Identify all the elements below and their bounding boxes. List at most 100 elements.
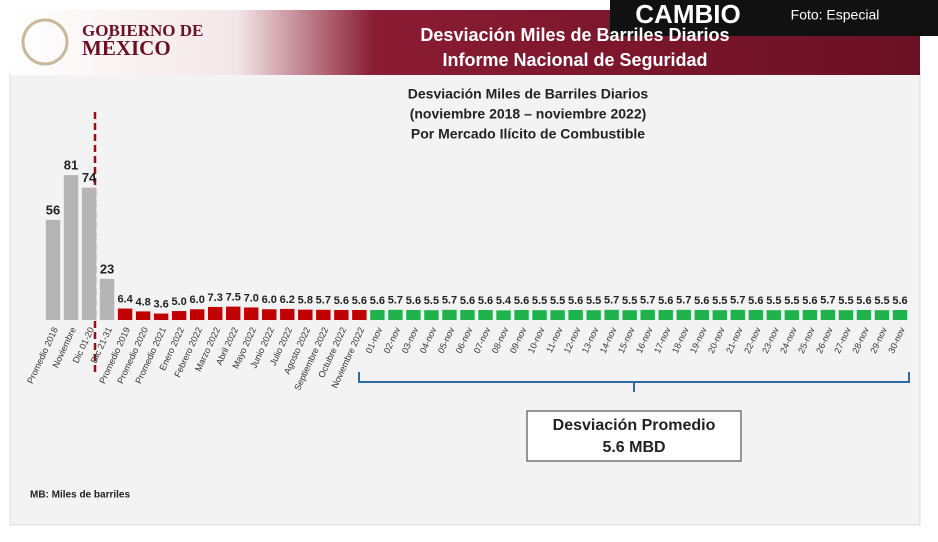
value-label: 5.7 bbox=[820, 295, 835, 307]
value-label: 5.5 bbox=[712, 295, 727, 307]
bar bbox=[424, 310, 439, 320]
bar bbox=[352, 309, 367, 320]
bar bbox=[189, 309, 205, 320]
value-label: 5.6 bbox=[460, 295, 475, 307]
value-label: 5.6 bbox=[352, 295, 367, 307]
bar bbox=[63, 175, 79, 320]
value-label: 5.0 bbox=[172, 296, 187, 308]
value-label: 7.5 bbox=[226, 291, 241, 303]
bar bbox=[135, 311, 151, 320]
logo-emblem bbox=[21, 18, 69, 66]
bar bbox=[568, 309, 583, 320]
footnote: MB: Miles de barriles bbox=[30, 490, 130, 501]
bar bbox=[388, 309, 403, 320]
bar bbox=[892, 309, 908, 320]
logo-text: MÉXICO bbox=[82, 36, 171, 60]
bar bbox=[766, 310, 782, 320]
bar bbox=[171, 311, 187, 320]
annotation-box bbox=[526, 410, 742, 462]
chart-title: Por Mercado Ilícito de Combustible bbox=[411, 126, 645, 142]
value-label: 5.7 bbox=[604, 295, 619, 307]
header-title: Desviación Miles de Barriles Diarios bbox=[420, 25, 729, 45]
annotation: Desviación Promedio bbox=[553, 417, 716, 434]
bar bbox=[334, 309, 349, 320]
bar bbox=[694, 309, 709, 320]
chart-title: Desviación Miles de Barriles Diarios bbox=[408, 86, 649, 102]
value-label: 23 bbox=[100, 261, 114, 276]
value-label: 6.0 bbox=[190, 294, 205, 306]
bar bbox=[712, 310, 727, 320]
value-label: 5.5 bbox=[622, 295, 637, 307]
value-label: 7.3 bbox=[208, 292, 223, 304]
value-label: 5.7 bbox=[676, 295, 691, 307]
bar bbox=[604, 309, 619, 320]
value-label: 5.7 bbox=[442, 295, 457, 307]
bar bbox=[45, 219, 61, 320]
value-label: 5.5 bbox=[550, 295, 565, 307]
value-label: 5.6 bbox=[568, 295, 583, 307]
value-label: 5.5 bbox=[424, 295, 439, 307]
bar bbox=[478, 309, 493, 320]
bar bbox=[298, 309, 313, 320]
value-label: 74 bbox=[82, 170, 97, 185]
watermark-band bbox=[610, 0, 938, 36]
value-label: 5.6 bbox=[514, 295, 529, 307]
slide-body bbox=[9, 69, 921, 526]
logo-text: GOBIERNO DE bbox=[82, 21, 203, 40]
bar bbox=[514, 309, 529, 320]
value-label: 81 bbox=[64, 158, 78, 173]
watermark-credit: Foto: Especial bbox=[791, 7, 880, 23]
annotation: 5.6 MBD bbox=[602, 439, 665, 456]
bar bbox=[262, 309, 277, 320]
value-label: 5.7 bbox=[316, 295, 331, 307]
bar bbox=[207, 306, 223, 320]
value-label: 5.5 bbox=[838, 295, 853, 307]
value-label: 5.5 bbox=[784, 295, 799, 307]
bar bbox=[117, 308, 133, 320]
bar bbox=[226, 306, 241, 320]
value-label: 5.5 bbox=[874, 295, 889, 307]
value-label: 5.8 bbox=[298, 295, 313, 307]
bar bbox=[748, 309, 764, 320]
value-label: 5.7 bbox=[730, 295, 745, 307]
value-label: 5.6 bbox=[748, 295, 763, 307]
bar bbox=[460, 309, 475, 320]
value-label: 5.6 bbox=[802, 295, 817, 307]
value-label: 5.5 bbox=[586, 295, 601, 307]
watermark-brand: CAMBIO bbox=[635, 0, 740, 29]
value-label: 5.6 bbox=[478, 295, 493, 307]
bar bbox=[658, 309, 673, 320]
bar bbox=[153, 313, 169, 320]
value-label: 6.4 bbox=[117, 293, 133, 305]
bar bbox=[316, 309, 331, 320]
bar bbox=[406, 309, 421, 320]
bar bbox=[99, 278, 115, 320]
bar bbox=[874, 310, 890, 320]
bar bbox=[370, 309, 385, 320]
bar bbox=[622, 310, 637, 320]
bar bbox=[802, 309, 818, 320]
bar bbox=[550, 310, 565, 320]
value-label: 5.5 bbox=[766, 295, 781, 307]
value-label: 5.6 bbox=[406, 295, 421, 307]
value-label: 5.6 bbox=[856, 295, 871, 307]
bar bbox=[586, 310, 601, 320]
bar bbox=[838, 310, 854, 320]
bar bbox=[81, 187, 97, 320]
bar bbox=[730, 309, 746, 320]
bar bbox=[640, 309, 655, 320]
value-label: 5.7 bbox=[640, 295, 655, 307]
bar bbox=[784, 310, 800, 320]
chart-title: (noviembre 2018 – noviembre 2022) bbox=[410, 106, 647, 122]
bar bbox=[496, 310, 511, 320]
value-label: 5.6 bbox=[658, 295, 673, 307]
value-label: 56 bbox=[46, 202, 60, 217]
value-label: 6.2 bbox=[280, 294, 295, 306]
value-label: 3.6 bbox=[153, 298, 168, 310]
value-label: 5.6 bbox=[370, 295, 385, 307]
value-label: 6.0 bbox=[262, 294, 277, 306]
bar bbox=[820, 309, 836, 320]
bar bbox=[532, 310, 547, 320]
value-label: 5.7 bbox=[388, 295, 403, 307]
